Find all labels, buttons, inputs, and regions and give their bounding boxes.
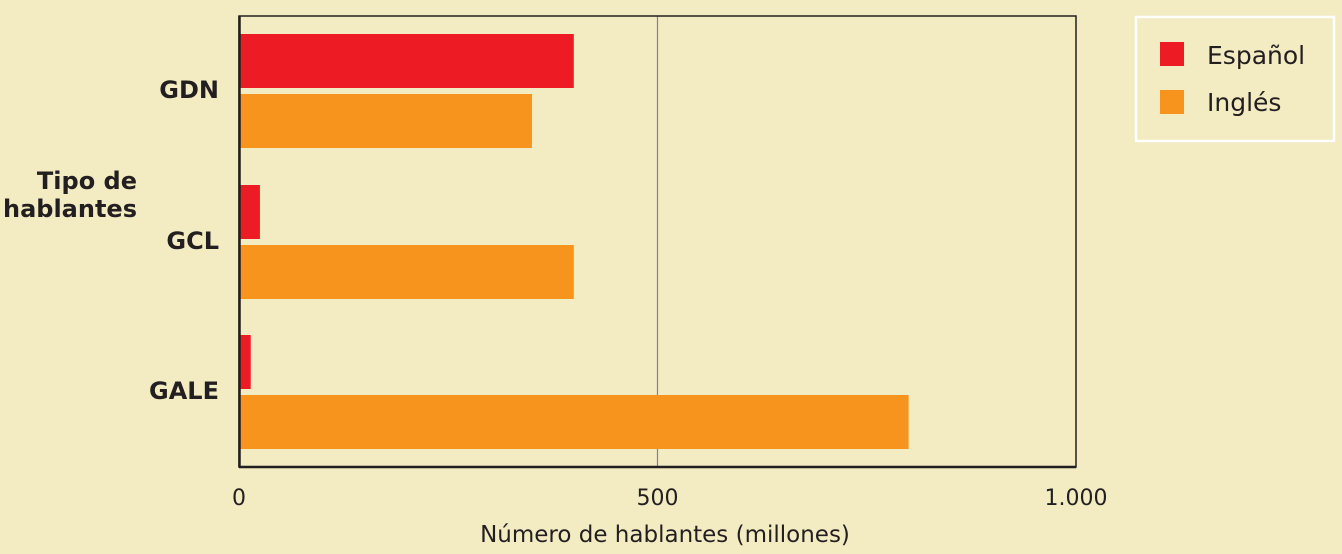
legend-swatch-ingles bbox=[1160, 90, 1184, 114]
legend: Español Inglés bbox=[1134, 15, 1336, 143]
x-tick-label: 500 bbox=[637, 486, 679, 511]
category-label: GCL bbox=[166, 227, 219, 255]
y-axis-label-line2: hablantes bbox=[3, 195, 137, 223]
bar-gale-1 bbox=[239, 395, 909, 449]
legend-label-espanol: Español bbox=[1207, 41, 1305, 70]
y-axis-label-line1: Tipo de bbox=[37, 167, 137, 195]
x-tick-label: 1.000 bbox=[1045, 486, 1108, 511]
bar-gcl-0 bbox=[239, 185, 260, 239]
category-label: GDN bbox=[159, 76, 219, 104]
legend-box bbox=[1134, 15, 1336, 143]
x-axis-label: Número de hablantes (millones) bbox=[480, 522, 850, 548]
bar-gdn-1 bbox=[239, 94, 532, 148]
category-label: GALE bbox=[149, 377, 219, 405]
bar-gdn-0 bbox=[239, 34, 574, 88]
legend-swatch-espanol bbox=[1160, 42, 1184, 66]
legend-label-ingles: Inglés bbox=[1207, 88, 1281, 117]
bar-gcl-1 bbox=[239, 245, 574, 299]
x-tick-label: 0 bbox=[232, 486, 246, 511]
bar-gale-0 bbox=[239, 335, 251, 389]
